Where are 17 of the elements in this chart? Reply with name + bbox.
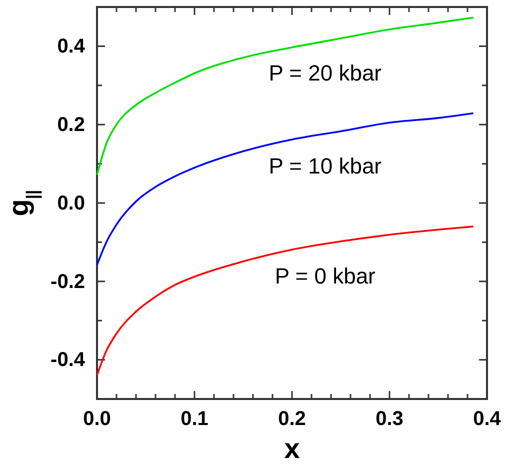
series-label: P = 0 kbar [274, 263, 376, 288]
x-tick-label: 0.0 [83, 408, 111, 430]
y-tick-label: 0.0 [57, 192, 85, 214]
x-tick-label: 0.2 [278, 408, 306, 430]
y-tick-label: -0.2 [50, 270, 85, 293]
line-series [96, 226, 474, 376]
y-tick-label: 0.2 [57, 114, 85, 136]
x-tick-label: 0.1 [180, 408, 208, 430]
line-series [96, 112, 474, 266]
series-label: P = 10 kbar [268, 153, 382, 178]
x-tick-label: 0.4 [473, 408, 502, 430]
line-series [96, 16, 474, 176]
y-tick-label: 0.4 [57, 36, 86, 58]
x-axis-title: x [284, 433, 300, 464]
series-label: P = 20 kbar [268, 60, 382, 86]
y-tick-label: -0.4 [50, 349, 86, 372]
x-tick-label: 0.3 [376, 408, 404, 430]
